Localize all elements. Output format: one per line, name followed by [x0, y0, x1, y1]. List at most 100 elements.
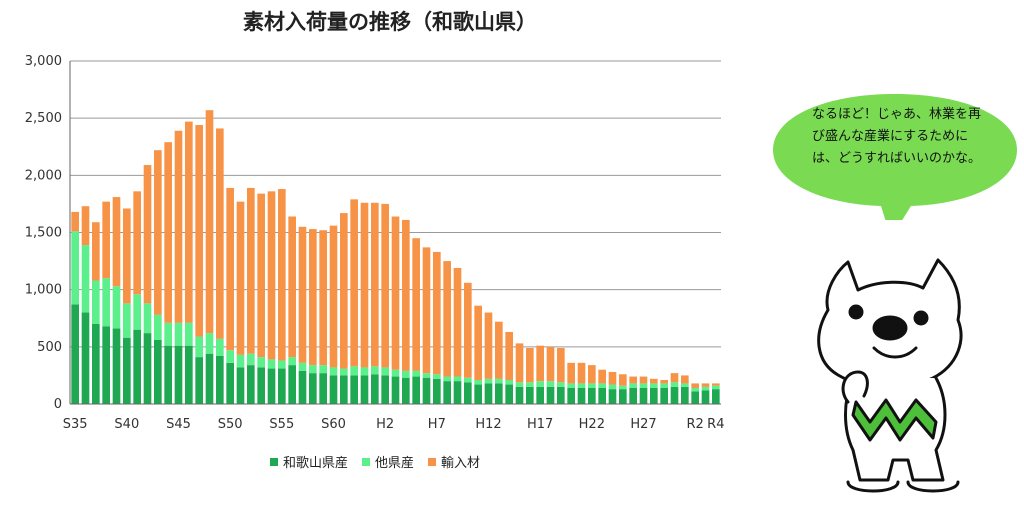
y-tick-label-0: 0 — [54, 397, 62, 412]
bar-H22-series-2 — [588, 365, 596, 384]
y-tick-labels: 0 500 1,000 1,500 2,000 2,500 3,000 — [25, 54, 62, 412]
bar-S62-series-0 — [350, 375, 358, 404]
bar-H12-series-0 — [484, 383, 493, 404]
mascot-eye-left — [848, 304, 864, 320]
y-tick-label-3000: 3,000 — [25, 54, 62, 69]
bar-S37-series-1 — [92, 280, 100, 324]
bar-S58-series-2 — [309, 229, 317, 366]
bar-S37-series-2 — [92, 222, 100, 281]
x-tick-label-H12: H12 — [475, 417, 501, 432]
mascot-scarf — [851, 398, 938, 442]
bar-S57-series-1 — [298, 362, 307, 371]
bar-H16-series-0 — [526, 386, 534, 404]
bar-H8-series-1 — [443, 376, 451, 382]
x-tick-label-H17: H17 — [527, 417, 553, 432]
bar-R3-series-1 — [701, 386, 710, 391]
bar-H26-series-1 — [629, 383, 637, 388]
bar-S43-series-2 — [154, 150, 162, 315]
bar-H22-series-1 — [588, 383, 596, 388]
bar-R4-series-2 — [712, 383, 720, 386]
bar-S38-series-0 — [102, 326, 110, 404]
x-tick-label-S50: S50 — [218, 417, 243, 432]
bar-H1-series-1 — [371, 366, 379, 375]
chart-title: 素材入荷量の推移（和歌山県） — [243, 10, 537, 34]
bar-S63-series-1 — [360, 367, 369, 376]
y-tick-label-500: 500 — [37, 340, 62, 355]
bar-H14-series-2 — [505, 331, 513, 380]
bar-H18-series-2 — [546, 346, 555, 382]
bar-S49-series-0 — [216, 355, 224, 404]
x-tick-label-S55: S55 — [269, 417, 294, 432]
bar-H16-series-1 — [526, 382, 534, 387]
bar-S41-series-1 — [133, 294, 141, 330]
bar-R2-series-1 — [691, 387, 699, 392]
bar-H24-series-2 — [608, 371, 617, 385]
bar-S41-series-2 — [133, 191, 141, 295]
legend-label-wakayama: 和歌山県産 — [283, 456, 349, 471]
bar-S35-series-0 — [71, 304, 79, 404]
bar-H11-series-2 — [474, 305, 482, 380]
bar-R1-series-1 — [681, 383, 689, 387]
bar-S52-series-0 — [247, 365, 255, 404]
bar-S48-series-2 — [205, 110, 214, 334]
bar-S53-series-0 — [257, 367, 265, 404]
bar-S59-series-1 — [319, 365, 327, 374]
bar-H30-series-0 — [670, 386, 679, 404]
bar-S39-series-1 — [112, 286, 121, 329]
legend-item-import: 輸入材 — [428, 452, 480, 471]
bar-H7-series-0 — [433, 378, 441, 404]
bar-S40-series-2 — [123, 208, 131, 304]
bars — [71, 110, 720, 404]
bar-S42-series-1 — [143, 303, 152, 334]
bar-R4-series-0 — [712, 389, 720, 404]
bar-H10-series-1 — [464, 377, 472, 383]
bar-H21-series-0 — [577, 387, 586, 404]
bar-S50-series-0 — [226, 362, 234, 404]
bar-H4-series-2 — [402, 219, 410, 371]
bar-S47-series-0 — [195, 357, 203, 404]
legend-item-wakayama: 和歌山県産 — [270, 452, 348, 471]
bar-S46-series-1 — [185, 322, 193, 346]
bar-H25-series-2 — [619, 374, 627, 386]
bar-S61-series-1 — [340, 368, 348, 376]
bar-H23-series-2 — [598, 369, 606, 384]
bar-H15-series-1 — [515, 382, 524, 387]
bar-H25-series-1 — [619, 385, 627, 390]
bar-R2-series-2 — [691, 383, 699, 388]
bar-S52-series-2 — [247, 187, 255, 354]
bar-S47-series-2 — [195, 125, 203, 337]
bar-H27-series-1 — [639, 383, 648, 388]
bar-H16-series-2 — [526, 347, 534, 383]
bar-H3-series-0 — [391, 376, 400, 404]
bar-H27-series-0 — [639, 387, 648, 404]
bar-S58-series-1 — [309, 365, 317, 374]
bar-H10-series-2 — [464, 282, 472, 378]
bar-H7-series-2 — [433, 251, 441, 375]
bar-H26-series-0 — [629, 387, 637, 404]
bar-H3-series-2 — [391, 216, 400, 370]
bar-H20-series-0 — [567, 387, 575, 404]
bar-H6-series-2 — [422, 247, 431, 374]
bar-S46-series-2 — [185, 121, 193, 323]
bar-H5-series-1 — [412, 370, 420, 377]
bar-H14-series-0 — [505, 384, 513, 404]
bar-S49-series-2 — [216, 128, 224, 339]
bar-H24-series-0 — [608, 389, 617, 404]
bar-S37-series-0 — [92, 323, 100, 404]
bar-S39-series-2 — [112, 197, 121, 287]
bar-H21-series-2 — [577, 362, 586, 384]
bar-S48-series-1 — [205, 333, 214, 354]
x-tick-label-R2: R2 — [687, 417, 704, 432]
bar-H9-series-1 — [453, 376, 462, 382]
bar-H11-series-1 — [474, 379, 482, 385]
bar-R1-series-0 — [681, 386, 689, 404]
bar-H9-series-2 — [453, 267, 462, 377]
bar-S45-series-1 — [174, 322, 183, 346]
bar-S35-series-1 — [71, 231, 79, 305]
bar-S40-series-1 — [123, 303, 131, 338]
x-tick-labels: S35 S40 S45 S50 S55 S60 H2 H7 H12 H17 H22 H27 R2 R4 — [63, 417, 725, 432]
mascot-hand — [841, 370, 869, 404]
bar-S51-series-2 — [236, 201, 245, 355]
axes — [69, 61, 721, 405]
